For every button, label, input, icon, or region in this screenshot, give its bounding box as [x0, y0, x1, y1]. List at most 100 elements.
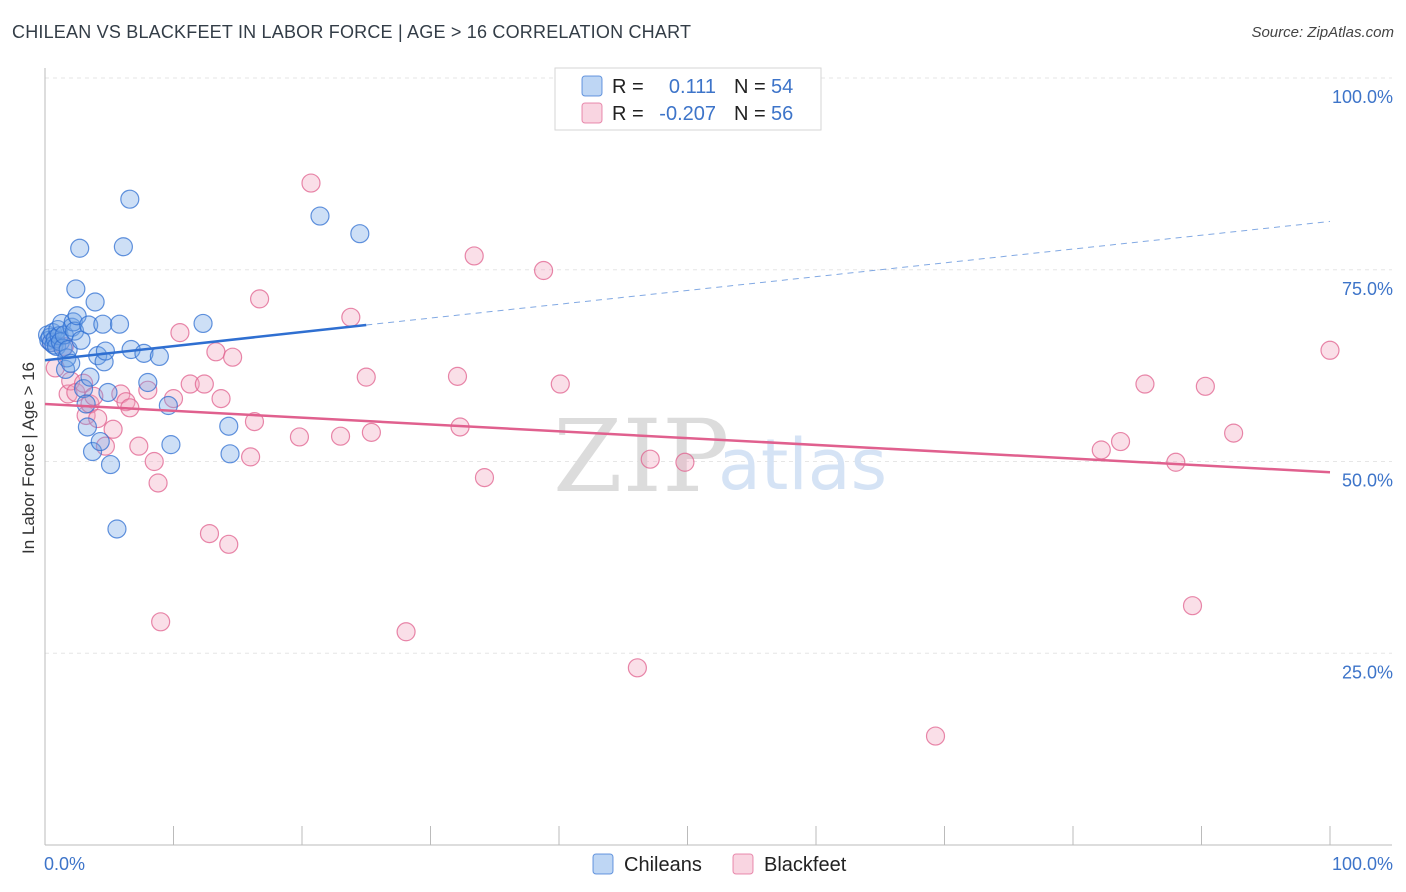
- chileans-trend-line: [44, 323, 367, 362]
- legend-swatch-chileans: [581, 75, 603, 97]
- blackfeet-point: [129, 436, 149, 456]
- correlation-legend: R = 0.111 N = 54 R = -0.207 N = 56: [554, 67, 822, 131]
- blackfeet-point: [396, 622, 416, 642]
- blackfeet-point: [103, 419, 123, 439]
- chileans-point: [310, 206, 330, 226]
- legend-r-value: 0.111: [669, 76, 716, 98]
- blackfeet-point: [289, 427, 310, 447]
- chileans-point: [109, 314, 130, 334]
- blackfeet-point: [330, 426, 351, 446]
- blackfeet-point: [533, 260, 554, 281]
- blackfeet-point: [144, 451, 164, 472]
- blackfeet-point: [356, 367, 376, 387]
- chileans-trend-extension: [366, 220, 1331, 326]
- y-tick-label: 75.0%: [1342, 279, 1393, 299]
- legend-swatch-blackfeet: [581, 102, 603, 124]
- blackfeet-point: [1091, 440, 1111, 460]
- blackfeet-point: [675, 452, 695, 472]
- blackfeet-point: [199, 523, 220, 544]
- x-tick-label: 0.0%: [44, 854, 85, 874]
- blackfeet-point: [170, 323, 190, 343]
- blackfeet-point: [925, 726, 946, 746]
- chileans-point: [219, 416, 239, 436]
- chileans-point: [73, 379, 94, 399]
- blackfeet-point: [627, 658, 647, 678]
- series-blackfeet-points: [41, 173, 1340, 746]
- blackfeet-point: [249, 289, 270, 309]
- blackfeet-point: [1224, 423, 1244, 443]
- chileans-point: [82, 441, 103, 462]
- blackfeet-point: [180, 374, 200, 394]
- chileans-point: [80, 367, 100, 387]
- blackfeet-point: [244, 412, 265, 432]
- bottom-legend-chileans: Chileans: [624, 854, 702, 876]
- chileans-point: [70, 238, 90, 258]
- chart-title: CHILEAN VS BLACKFEET IN LABOR FORCE | AG…: [12, 22, 692, 42]
- legend-r-value: -0.207: [659, 103, 716, 125]
- blackfeet-trend-line: [44, 402, 1331, 474]
- blackfeet-point: [341, 307, 361, 327]
- blackfeet-point: [1135, 374, 1155, 394]
- chileans-point: [77, 417, 98, 437]
- blackfeet-point: [361, 422, 381, 442]
- blackfeet-point: [1195, 376, 1215, 396]
- blackfeet-point: [1320, 340, 1340, 360]
- chileans-point: [95, 341, 115, 361]
- chileans-point: [220, 444, 240, 464]
- chileans-point: [90, 431, 110, 452]
- chileans-point: [113, 237, 133, 257]
- legend-n-label: N =: [734, 76, 766, 98]
- y-tick-label: 100.0%: [1332, 87, 1393, 107]
- chileans-point: [107, 519, 127, 539]
- blackfeet-point: [194, 374, 214, 394]
- chileans-point: [138, 372, 158, 393]
- x-tick-labels: 0.0% 100.0%: [44, 854, 1393, 874]
- chileans-point: [193, 313, 213, 334]
- chileans-point: [98, 382, 118, 403]
- legend-n-value: 54: [771, 76, 793, 98]
- series-legend: Chileans Blackfeet: [592, 853, 847, 876]
- chileans-point: [100, 454, 121, 475]
- blackfeet-point: [1110, 431, 1131, 452]
- watermark-atlas: atlas: [718, 424, 887, 506]
- blackfeet-point: [223, 347, 243, 367]
- chileans-point: [76, 394, 96, 414]
- bottom-legend-swatch-chileans: [592, 853, 614, 875]
- legend-r-label: R =: [612, 103, 644, 125]
- bottom-legend-swatch-blackfeet: [732, 853, 754, 875]
- bottom-legend-blackfeet: Blackfeet: [764, 854, 847, 876]
- legend-r-label: R =: [612, 76, 644, 98]
- blackfeet-point: [301, 173, 321, 193]
- chileans-point: [161, 435, 181, 455]
- y-tick-label: 50.0%: [1342, 471, 1393, 491]
- blackfeet-point: [151, 612, 171, 632]
- blackfeet-point: [474, 468, 495, 488]
- blackfeet-point: [640, 449, 660, 469]
- chileans-point: [120, 189, 140, 209]
- blackfeet-point: [1182, 596, 1203, 616]
- blackfeet-point: [1166, 452, 1186, 472]
- blackfeet-point: [219, 534, 239, 554]
- y-axis-label: In Labor Force | Age > 16: [19, 362, 38, 554]
- blackfeet-point: [138, 380, 158, 400]
- y-tick-labels: 100.0% 75.0% 50.0% 25.0%: [1332, 87, 1393, 682]
- blackfeet-point: [84, 386, 104, 406]
- legend-n-value: 56: [771, 103, 793, 125]
- blackfeet-point: [206, 342, 226, 362]
- gridlines: [45, 77, 1392, 654]
- blackfeet-point: [241, 447, 261, 467]
- x-tick-label: 100.0%: [1332, 854, 1393, 874]
- blackfeet-point: [148, 473, 168, 493]
- legend-n-label: N =: [734, 103, 766, 125]
- chileans-point: [79, 315, 99, 335]
- chileans-point: [66, 279, 86, 299]
- chileans-point: [149, 346, 169, 367]
- watermark: ZIP atlas: [553, 398, 887, 515]
- blackfeet-point: [550, 374, 570, 394]
- blackfeet-point: [447, 366, 468, 386]
- chileans-point: [134, 343, 154, 363]
- axes: [44, 68, 1392, 846]
- chileans-point: [350, 224, 370, 244]
- blackfeet-point: [211, 389, 231, 409]
